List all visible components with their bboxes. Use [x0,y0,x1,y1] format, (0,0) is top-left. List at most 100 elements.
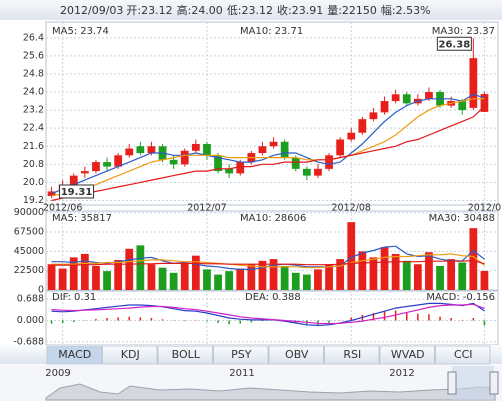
tab-label[interactable]: RSI [343,348,361,361]
header-item: 收:23.91 [277,3,323,17]
volume-bar [369,257,378,290]
volume-bar [236,268,245,290]
volume-bar [158,267,167,290]
volume-bar [214,274,222,290]
overview-handle[interactable] [447,371,457,395]
candle-body [402,94,411,104]
tab[interactable] [213,345,269,365]
volume-bar [280,265,289,290]
volume-bar [336,259,345,290]
legend-name: MA10: [240,26,272,37]
candle-body [114,155,123,167]
y-tick-label: 21.6 [23,141,44,152]
candle-body [358,119,367,133]
volume-bar [469,228,478,290]
candle-body [369,112,378,120]
volume-bar [347,222,356,290]
volume-bar [125,248,134,290]
legend-value: -0.156 [463,292,495,303]
price-frame [45,21,499,206]
legend-value: 23.37 [466,26,495,37]
legend-name: DIF: [52,292,71,303]
header-item: 低:23.12 [227,4,273,17]
candle-body [347,132,356,140]
y-tick-label: 20.0 [23,177,44,188]
y-tick-label: 26.4 [23,32,44,43]
legend-value: 28606 [275,213,307,224]
x-tick-label: 2012/07 [187,203,226,214]
volume-bar [447,259,456,290]
x-tick-label: 2012/08 [332,203,371,214]
volume-bar [402,260,411,290]
x-tick-label: 2012/06 [43,203,82,214]
volume-bar [47,264,56,290]
volume-bar [302,274,311,290]
volume-bar [436,265,444,290]
tab-label[interactable]: WVAD [391,348,425,361]
header-item: 幅:2.53% [381,4,431,17]
legend-value: 23.74 [80,26,109,37]
volume-bar [258,260,267,290]
tab-label[interactable]: MACD [58,348,91,361]
legend-value: 0.388 [272,292,301,303]
tab-label[interactable]: PSY [231,348,252,361]
candle-body [391,94,400,102]
y-tick-label: 45000 [14,246,44,257]
ma-line [51,259,485,266]
overview-year: 2009 [45,368,70,379]
volume-bar [358,251,367,290]
candle-body [380,101,389,113]
candle-body [302,168,311,176]
tab[interactable] [379,345,435,365]
volume-bar [225,271,234,290]
candle-body [480,94,489,112]
candle-body [125,148,134,156]
tab[interactable] [102,345,158,365]
candle-body [225,168,234,174]
volume-bar [391,253,400,290]
tab[interactable] [46,345,102,365]
volume-bar [247,264,256,290]
ma-line [51,98,485,197]
overview-year: 2011 [229,368,254,379]
tab[interactable] [268,345,324,365]
volume-bar [380,247,389,290]
tab[interactable] [324,345,380,365]
ma-line [51,253,485,269]
y-tick-label: 67500 [14,227,44,238]
legend-value: 0.31 [74,292,96,303]
header-item: 量:22150 [327,4,377,17]
volume-bar [92,265,100,290]
legend-value: 35817 [80,213,112,224]
overview-year: 2012 [389,368,414,379]
candle-body [280,141,289,158]
candle-body [425,92,433,99]
tab-label[interactable]: KDJ [121,348,140,361]
overview-window[interactable] [452,366,494,400]
candle-body [314,168,322,176]
candle-body [291,157,300,169]
tab[interactable] [435,345,491,365]
candle-body [80,171,89,174]
volume-bar [413,264,422,290]
ma-line [51,105,485,202]
volume-bar [114,259,123,290]
volume-bar [136,245,145,290]
candle-body [169,159,178,165]
candle-body [458,101,467,111]
candle-body [325,155,333,169]
tab-label[interactable]: BOLL [172,348,201,361]
volume-bar [203,269,211,290]
x-tick-label: 2012/0 [468,203,501,214]
tab-label[interactable]: CCI [454,348,473,361]
legend-value: 23.71 [275,26,304,37]
candle-body [103,162,111,167]
volume-bar [325,264,333,290]
volume-bar [80,253,89,290]
tab[interactable] [157,345,213,365]
tab-label[interactable]: OBV [285,348,309,361]
ma-line [51,303,485,325]
overview-handle[interactable] [489,371,499,395]
candle-body [136,146,145,154]
